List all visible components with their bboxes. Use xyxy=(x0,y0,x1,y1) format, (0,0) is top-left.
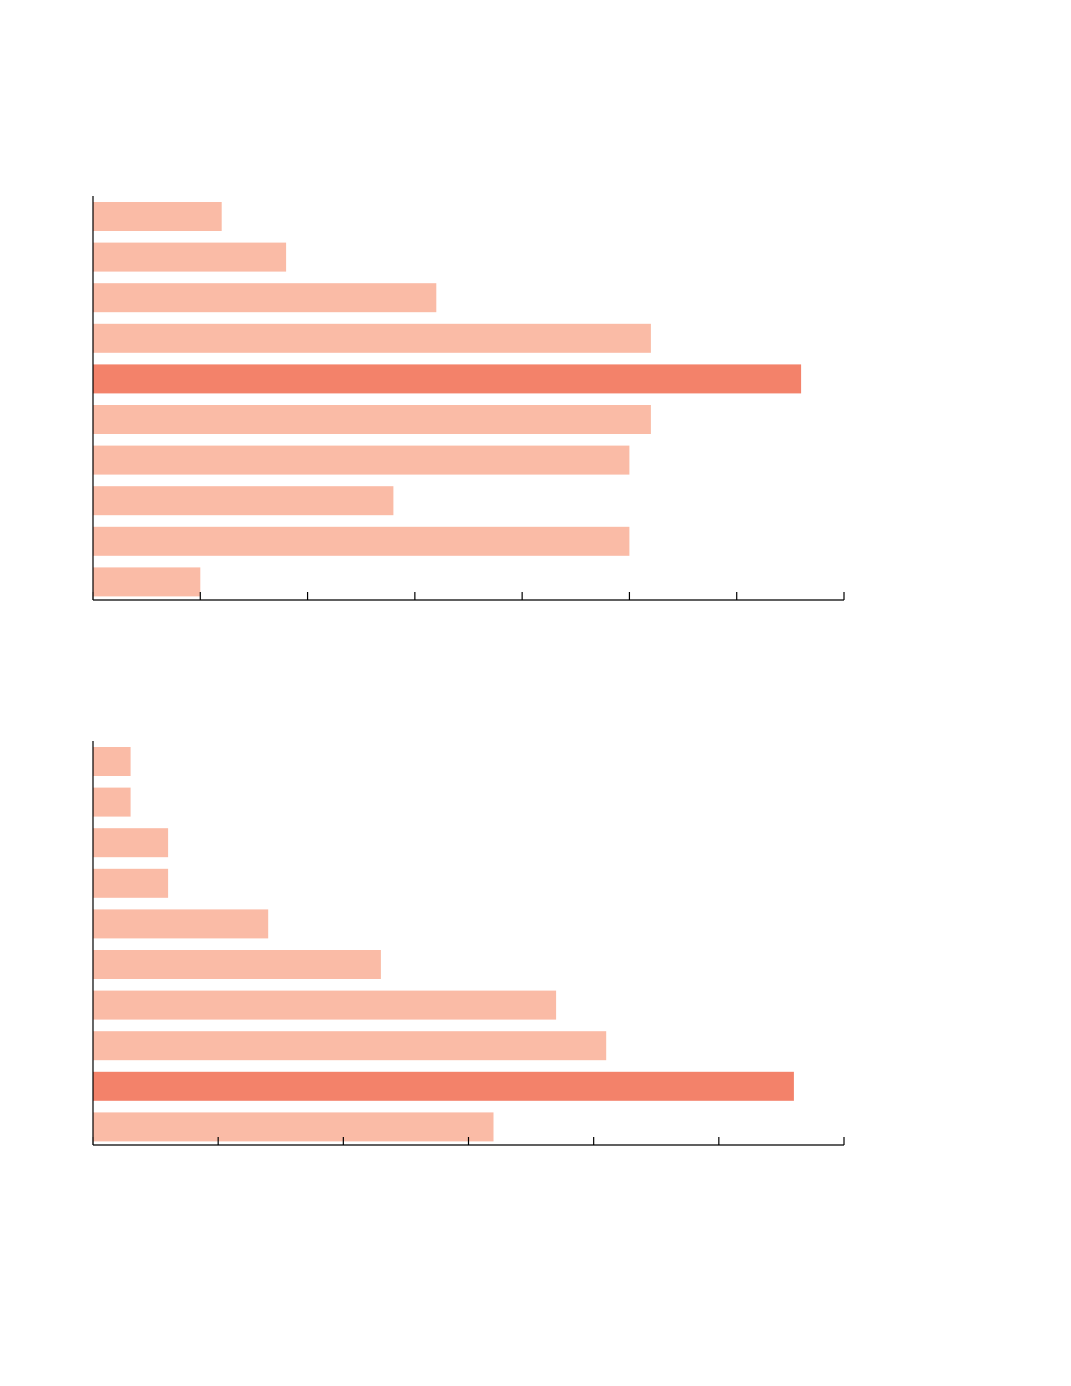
chart-bottom-bar-1 xyxy=(93,747,131,776)
chart-top-bar-1 xyxy=(93,202,222,231)
chart-bottom-svg xyxy=(92,741,845,1146)
chart-bottom-bar-10 xyxy=(93,1112,494,1142)
chart-bottom-bar-8 xyxy=(93,1031,607,1061)
chart-bottom-bar-6 xyxy=(93,950,381,979)
chart-top-bar-7 xyxy=(93,445,630,475)
chart-top xyxy=(0,180,1071,610)
chart-bottom-bar-7 xyxy=(93,990,557,1020)
chart-top-svg xyxy=(92,196,845,601)
chart-top-bar-8 xyxy=(93,486,394,516)
chart-bottom-bar-9 xyxy=(93,1071,794,1101)
chart-bottom xyxy=(0,725,1071,1155)
chart-top-bar-5 xyxy=(93,364,802,394)
chart-bottom-bar-4 xyxy=(93,868,169,898)
chart-bottom-bar-5 xyxy=(93,909,269,939)
chart-top-bar-2 xyxy=(93,242,287,272)
chart-bottom-bar-2 xyxy=(93,787,131,817)
chart-top-bar-9 xyxy=(93,526,630,556)
chart-bottom-bar-3 xyxy=(93,828,169,858)
chart-top-bar-10 xyxy=(93,567,201,597)
chart-top-bar-6 xyxy=(93,405,651,434)
chart-top-bar-3 xyxy=(93,283,437,313)
chart-top-bar-4 xyxy=(93,323,651,353)
